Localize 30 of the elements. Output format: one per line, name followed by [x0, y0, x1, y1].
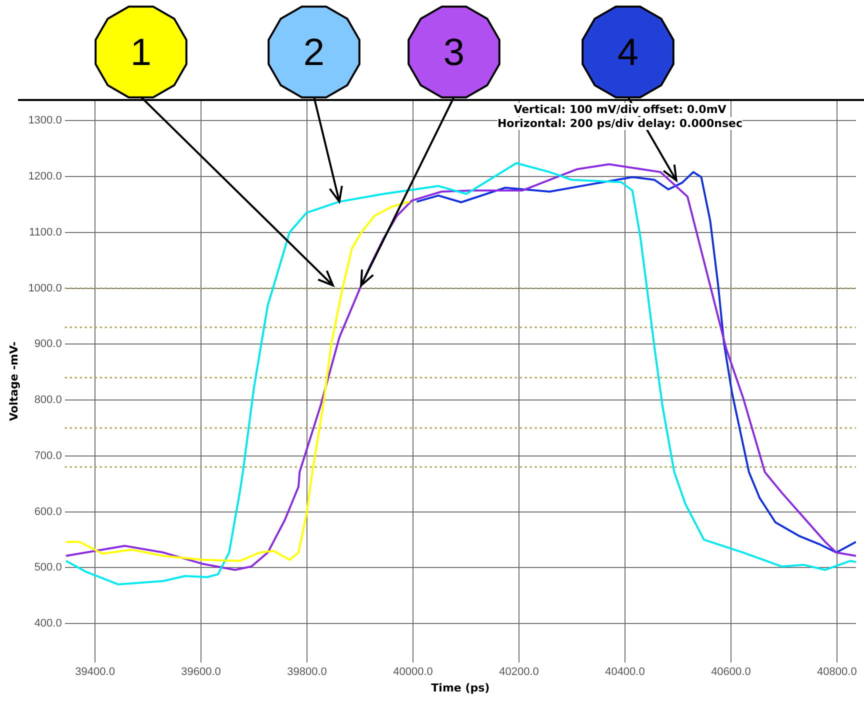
- y-tick-label: 1000.0: [28, 282, 62, 294]
- y-tick-label: 800.0: [34, 394, 62, 406]
- x-tick-label: 40200.0: [499, 666, 539, 678]
- dodecagon-badge: 4: [582, 6, 674, 98]
- y-tick-label: 900.0: [34, 338, 62, 350]
- y-tick-label: 1300.0: [28, 114, 62, 127]
- dodecagon-badge: 2: [268, 6, 360, 98]
- annotation: 2: [303, 32, 325, 74]
- x-tick-label: 40800.0: [817, 666, 857, 678]
- x-tick-label: 39600.0: [181, 666, 221, 678]
- annotation: 4: [617, 32, 639, 74]
- y-tick-label: 700.0: [34, 450, 62, 462]
- y-tick-label: 1200.0: [28, 170, 62, 183]
- annotation: 3: [443, 32, 465, 74]
- x-tick-label: 39400.0: [75, 666, 115, 678]
- y-tick-label: 400.0: [34, 618, 62, 630]
- y-tick-label: 500.0: [34, 562, 62, 574]
- dodecagon-badge: 1: [94, 6, 188, 98]
- annotation: Horizontal: 200 ps/div delay: 0.000nsec: [497, 117, 743, 130]
- annotation: Vertical: 100 mV/div offset: 0.0mV: [514, 103, 726, 116]
- x-tick-label: 40600.0: [711, 666, 751, 678]
- y-tick-label: 1100.0: [29, 226, 62, 238]
- x-tick-label: 40000.0: [393, 666, 433, 678]
- annotation: 1: [130, 32, 152, 74]
- x-tick-label: 40400.0: [605, 666, 645, 678]
- x-tick-label: 39800.0: [287, 666, 327, 678]
- dodecagon-badge: 3: [408, 6, 500, 98]
- y-axis-title: Voltage -mV-: [7, 342, 20, 421]
- y-tick-label: 600.0: [34, 506, 62, 518]
- x-axis-title: Time (ps): [431, 681, 490, 694]
